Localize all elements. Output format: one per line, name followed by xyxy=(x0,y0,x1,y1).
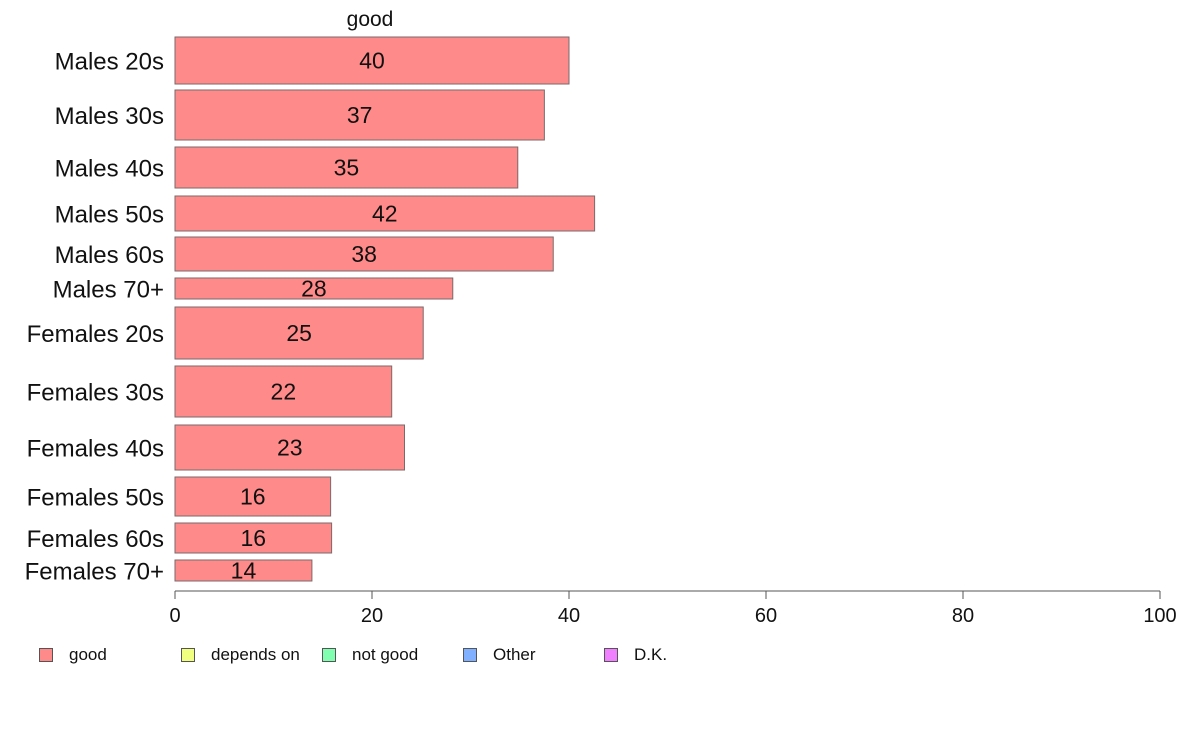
bar-males-30s xyxy=(174,89,545,141)
data-label-males-60s: 38 xyxy=(351,241,377,267)
x-tick-label-80: 80 xyxy=(952,605,974,627)
data-label-females-30s: 22 xyxy=(271,379,297,405)
data-label-females-40s: 23 xyxy=(277,435,303,461)
category-label-females-40s: Females 40s xyxy=(27,436,164,463)
legend-label-other: Other xyxy=(493,645,536,664)
data-label-females-20s: 25 xyxy=(286,320,312,346)
x-axis: 0 20 40 60 80 100 xyxy=(169,590,1177,627)
legend-item-depends-on: depends on xyxy=(181,644,300,666)
category-label-males-60s: Males 60s xyxy=(55,242,164,269)
x-tick-label-40: 40 xyxy=(558,605,580,627)
bar-males-40s xyxy=(174,146,519,189)
bar-females-60s xyxy=(174,522,333,554)
bars-layer: 40 37 35 42 38 28 25 22 23 16 16 14 xyxy=(174,36,596,584)
category-label-males-20s: Males 20s xyxy=(55,49,164,76)
category-label-males-50s: Males 50s xyxy=(55,202,164,229)
chart-title: good xyxy=(347,8,394,31)
bar-females-70plus xyxy=(174,559,313,582)
category-label-males-30s: Males 30s xyxy=(55,103,164,130)
data-label-males-70plus: 28 xyxy=(301,276,327,302)
legend-item-other: Other xyxy=(463,644,536,666)
x-tick-label-20: 20 xyxy=(361,605,383,627)
bar-females-20s xyxy=(174,306,424,360)
legend-label-dk: D.K. xyxy=(634,645,668,664)
x-tick-label-100: 100 xyxy=(1143,605,1176,627)
data-label-females-70plus: 14 xyxy=(231,558,257,584)
data-label-males-30s: 37 xyxy=(347,102,373,128)
legend-swatch-dk xyxy=(604,648,618,662)
data-label-females-50s: 16 xyxy=(240,484,266,510)
x-tick-label-60: 60 xyxy=(755,605,777,627)
legend-item-dk: D.K. xyxy=(604,644,667,666)
category-label-females-20s: Females 20s xyxy=(27,321,164,348)
bar-females-40s xyxy=(174,424,406,471)
category-label-males-70plus: Males 70+ xyxy=(53,277,164,304)
category-label-females-50s: Females 50s xyxy=(27,485,164,512)
category-label-males-40s: Males 40s xyxy=(55,156,164,183)
legend-item-good: good xyxy=(39,644,107,666)
bar-females-50s xyxy=(174,476,332,517)
x-tick-label-0: 0 xyxy=(169,605,180,627)
data-label-females-60s: 16 xyxy=(241,525,267,551)
category-labels: Males 20s Males 30s Males 40s Males 50s Male… xyxy=(25,49,164,586)
legend-label-not-good: not good xyxy=(352,645,419,664)
bar-females-30s xyxy=(174,365,393,418)
legend-item-not-good: not good xyxy=(322,644,418,666)
legend-swatch-good xyxy=(39,648,53,662)
data-label-males-40s: 35 xyxy=(334,155,360,181)
bar-males-50s xyxy=(174,195,596,232)
data-label-males-20s: 40 xyxy=(359,48,385,74)
legend-swatch-depends-on xyxy=(181,648,195,662)
legend-label-good: good xyxy=(69,645,107,664)
category-label-females-60s: Females 60s xyxy=(27,526,164,553)
bar-males-20s xyxy=(174,36,570,85)
category-label-females-70plus: Females 70+ xyxy=(25,559,164,586)
bar-males-60s xyxy=(174,236,554,272)
legend-label-depends-on: depends on xyxy=(211,645,300,664)
category-label-females-30s: Females 30s xyxy=(27,380,164,407)
legend: good depends on not good Other D.K. xyxy=(0,644,1188,668)
bar-males-70plus xyxy=(174,277,454,300)
legend-swatch-other xyxy=(463,648,477,662)
legend-swatch-not-good xyxy=(322,648,336,662)
data-label-males-50s: 42 xyxy=(372,201,398,227)
